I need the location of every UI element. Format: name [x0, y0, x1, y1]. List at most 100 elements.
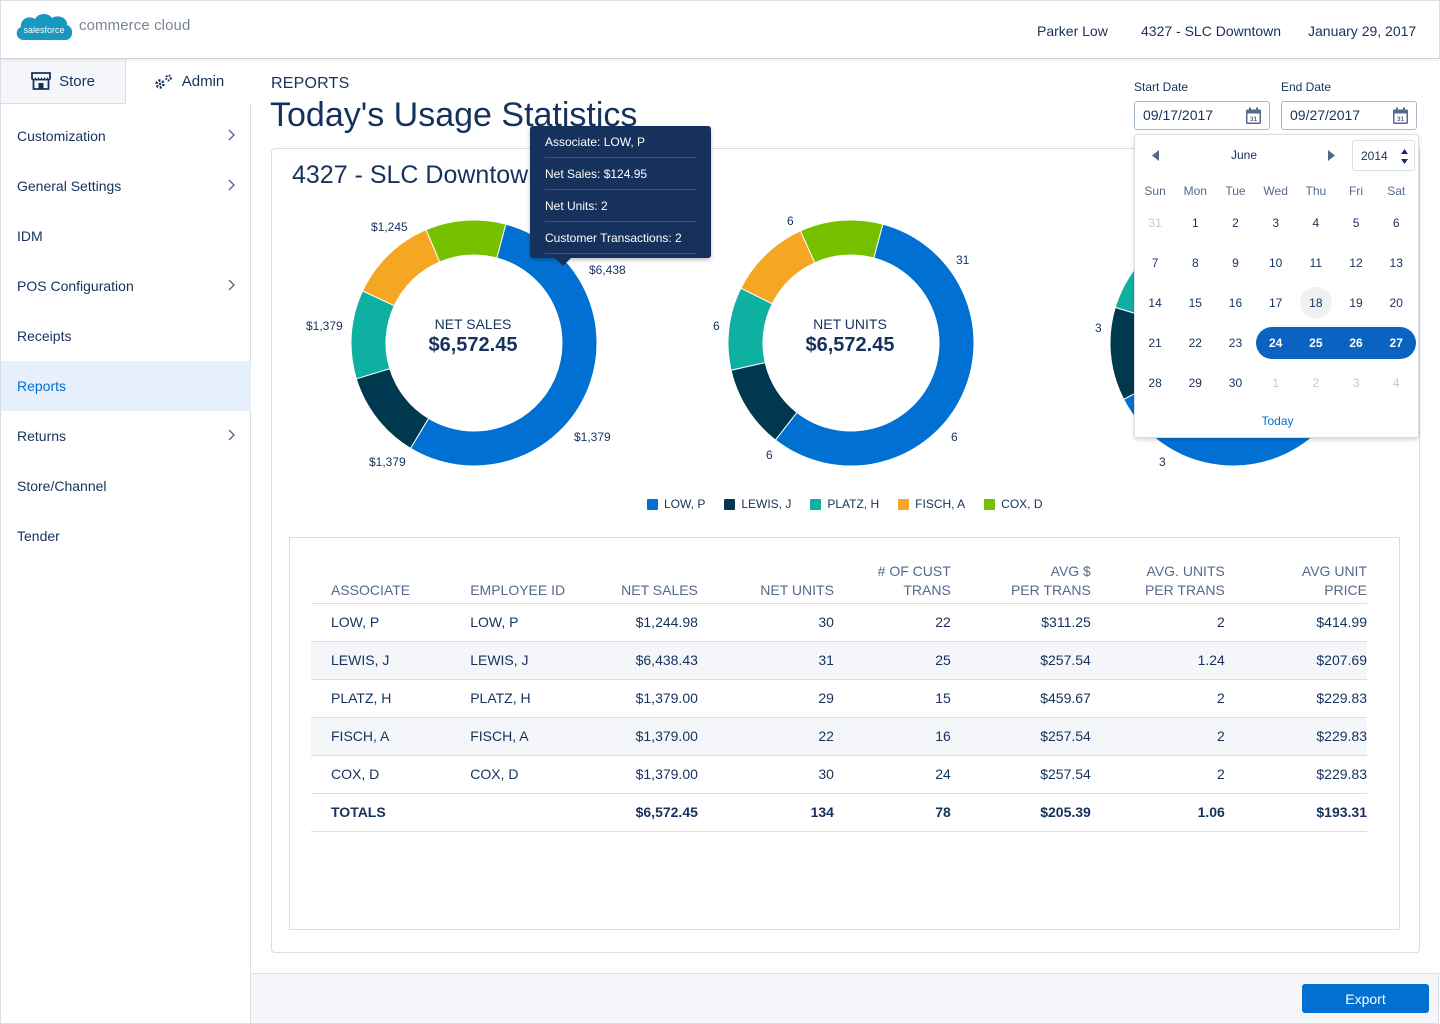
calendar-day[interactable]: 2	[1312, 376, 1320, 390]
calendar-day[interactable]: 13	[1389, 256, 1403, 270]
calendar-day[interactable]: 19	[1349, 296, 1363, 310]
next-month-icon[interactable]	[1327, 150, 1335, 161]
salesforce-logo[interactable]: salesforce	[12, 10, 76, 50]
calendar-day[interactable]: 2	[1232, 216, 1239, 230]
calendar-icon[interactable]: 31	[1392, 107, 1409, 125]
donut-slice-cox-d[interactable]	[799, 219, 884, 264]
calendar-day[interactable]: 28	[1148, 376, 1162, 390]
calendar-day[interactable]: 24	[1255, 327, 1296, 359]
legend-item[interactable]: COX, D	[984, 497, 1043, 511]
calendar-day[interactable]: 1	[1272, 376, 1279, 390]
calendar-day[interactable]: 31	[1148, 216, 1162, 230]
sidebar-item-returns[interactable]: Returns	[1, 411, 251, 461]
slice-label: $6,438	[589, 263, 626, 277]
column-header-cust-trans[interactable]: # OF CUST TRANS	[833, 551, 951, 604]
calendar-day[interactable]: 20	[1389, 296, 1403, 310]
calendar-day[interactable]: 4	[1392, 376, 1400, 390]
calendar-day[interactable]: 22	[1188, 336, 1202, 350]
sidebar-item-receipts[interactable]: Receipts	[1, 311, 251, 361]
calendar-day[interactable]: 9	[1232, 256, 1239, 270]
sidebar-item-pos-configuration[interactable]: POS Configuration	[1, 261, 251, 311]
calendar-day[interactable]: 5	[1352, 216, 1360, 230]
calendar-day[interactable]: 15	[1188, 296, 1202, 310]
end-date-field[interactable]: 09/27/2017 31	[1281, 101, 1417, 130]
today-link[interactable]: Today	[1261, 414, 1294, 428]
sidebar-item-idm[interactable]: IDM	[1, 211, 251, 261]
calendar-day[interactable]: 16	[1228, 296, 1243, 310]
calendar-day[interactable]: 29	[1188, 376, 1202, 390]
calendar-icon[interactable]: 31	[1245, 107, 1262, 125]
chevron-right-icon	[228, 429, 235, 441]
column-header-net-sales[interactable]: NET SALES	[591, 551, 698, 604]
table-cell: $1,379.00	[591, 679, 698, 718]
net-units-center: NET UNITS $6,572.45	[770, 316, 930, 357]
sidebar-item-general-settings[interactable]: General Settings	[1, 161, 251, 211]
tooltip-customer-transactions: Customer Transactions: 2	[545, 222, 696, 254]
donut-slice-low-p[interactable]	[409, 223, 598, 467]
calendar-day[interactable]: 18	[1299, 287, 1332, 319]
store-name[interactable]: 4327 - SLC Downtown	[1141, 23, 1282, 39]
column-header-avg-unit-price[interactable]: AVG UNIT PRICE	[1224, 551, 1367, 604]
calendar-day[interactable]: 4	[1312, 216, 1320, 230]
table-row[interactable]: PLATZ, H PLATZ, H $1,379.00 29 15 $459.67 2 $22…	[311, 679, 1367, 718]
donut-slice-cox-d[interactable]	[425, 219, 507, 263]
table-row[interactable]: COX, D COX, D $1,379.00 30 24 $257.54 2 $229.83	[311, 755, 1367, 794]
svg-text:salesforce: salesforce	[23, 25, 64, 35]
start-date-field[interactable]: 09/17/2017 31	[1134, 101, 1270, 130]
calendar-day[interactable]: 1	[1191, 216, 1199, 230]
legend-item[interactable]: LOW, P	[647, 497, 705, 511]
sidebar-nav: Customization General Settings IDM POS C…	[1, 111, 251, 561]
column-header-associate[interactable]: ASSOCIATE	[311, 551, 471, 604]
spinner-arrows-icon[interactable]	[1401, 149, 1408, 164]
store-icon	[31, 72, 51, 90]
donut-slice-lewis-j[interactable]	[355, 367, 430, 450]
sidebar-item-tender[interactable]: Tender	[1, 511, 251, 561]
export-button[interactable]: Export	[1302, 984, 1429, 1013]
calendar-day[interactable]: 3	[1352, 376, 1360, 390]
sidebar-item-customization[interactable]: Customization	[1, 111, 251, 161]
calendar-day[interactable]: 7	[1151, 256, 1159, 270]
table-cell: 2	[1090, 679, 1225, 718]
calendar-day[interactable]: 6	[1392, 216, 1400, 230]
tab-admin[interactable]: Admin	[126, 59, 251, 104]
calendar-day[interactable]: 17	[1268, 296, 1283, 310]
legend-item[interactable]: PLATZ, H	[810, 497, 879, 511]
donut-slice-fisch-a[interactable]	[361, 229, 441, 307]
calendar-day[interactable]: 30	[1228, 376, 1243, 390]
legend-swatch	[984, 498, 996, 510]
sidebar-item-reports[interactable]: Reports	[1, 361, 251, 411]
calendar-day[interactable]: 12	[1349, 256, 1363, 270]
legend-label: COX, D	[1001, 497, 1043, 511]
column-header-avg-per-trans[interactable]: AVG $ PER TRANS	[950, 551, 1091, 604]
table-cell: $257.54	[950, 755, 1091, 794]
calendar-day[interactable]: 23	[1228, 336, 1243, 350]
column-header-employee-id[interactable]: EMPLOYEE ID	[470, 551, 592, 604]
legend-item[interactable]: LEWIS, J	[724, 497, 791, 511]
column-header-avg-units-per-trans[interactable]: AVG. UNITS PER TRANS	[1090, 551, 1225, 604]
calendar-day[interactable]: 25	[1295, 327, 1336, 359]
calendar-day[interactable]: 10	[1268, 256, 1283, 270]
table-row[interactable]: LOW, P LOW, P $1,244.98 30 22 $311.25 2 $414.99	[311, 603, 1367, 642]
table-row[interactable]: FISCH, A FISCH, A $1,379.00 22 16 $257.54 2 $22…	[311, 717, 1367, 756]
sidebar-item-label: Customization	[17, 128, 106, 144]
donut-slice-fisch-a[interactable]	[740, 230, 816, 305]
legend-item[interactable]: FISCH, A	[898, 497, 965, 511]
calendar-day[interactable]: 14	[1148, 296, 1162, 310]
calendar-day[interactable]: 26	[1335, 327, 1377, 359]
donut-slice-platz-h[interactable]	[350, 290, 395, 380]
donut-slice-low-p[interactable]	[774, 223, 975, 467]
user-name[interactable]: Parker Low	[1037, 23, 1108, 39]
table-row[interactable]: LEWIS, J LEWIS, J $6,438.43 31 25 $257.54 1.24…	[311, 641, 1367, 680]
calendar-day[interactable]: 8	[1191, 256, 1199, 270]
calendar-day[interactable]: 11	[1309, 256, 1323, 270]
tab-store[interactable]: Store	[1, 59, 126, 104]
prev-month-icon[interactable]	[1152, 150, 1160, 161]
net-sales-center: NET SALES $6,572.45	[393, 316, 553, 357]
calendar-day[interactable]: 21	[1148, 336, 1162, 350]
calendar-day[interactable]: 27	[1376, 327, 1417, 359]
calendar-day[interactable]: 3	[1272, 216, 1279, 230]
year-select[interactable]: 2014	[1352, 140, 1415, 171]
sidebar-item-store-channel[interactable]: Store/Channel	[1, 461, 251, 511]
column-header-net-units[interactable]: NET UNITS	[697, 551, 834, 604]
table-cell: 15	[833, 679, 951, 718]
